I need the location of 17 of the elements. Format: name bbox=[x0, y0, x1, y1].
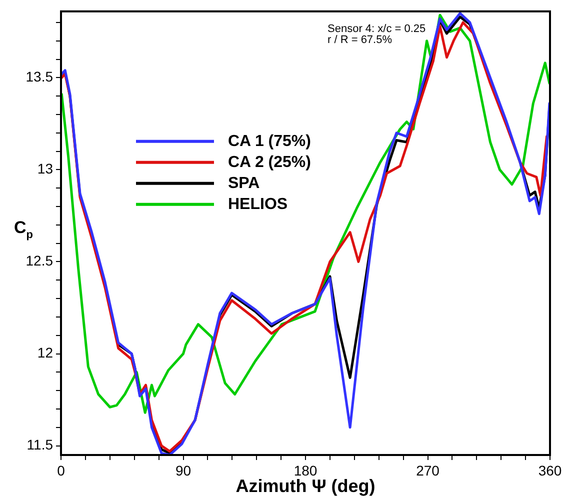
x-axis-title: Azimuth Ψ (deg) bbox=[236, 476, 376, 496]
y-tick-label: 13 bbox=[37, 160, 54, 177]
legend-label: HELIOS bbox=[228, 196, 288, 213]
y-tick-label: 12.5 bbox=[26, 252, 54, 269]
annotation: r / R = 67.5% bbox=[328, 34, 392, 46]
y-tick-label: 12 bbox=[37, 344, 54, 361]
x-tick-label: 270 bbox=[416, 462, 440, 478]
annotation: Sensor 4: x/c = 0.25 bbox=[328, 22, 426, 35]
x-tick-label: 180 bbox=[294, 462, 318, 478]
x-tick-label: 360 bbox=[538, 462, 562, 478]
x-tick-label: 0 bbox=[57, 462, 66, 478]
legend-label: CA 1 (75%) bbox=[228, 132, 311, 150]
legend-label: SPA bbox=[228, 174, 260, 192]
legend-label: CA 2 (25%) bbox=[228, 154, 311, 171]
y-tick-label: 11.5 bbox=[26, 436, 54, 453]
y-tick-label: 13.5 bbox=[26, 68, 54, 85]
x-tick-label: 90 bbox=[175, 462, 192, 478]
